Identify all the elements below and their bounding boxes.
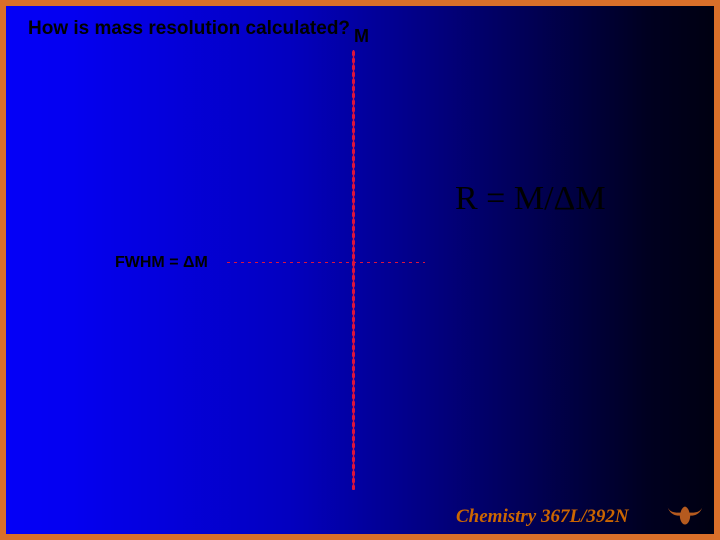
fwhm-label: FWHM = ΔM [115, 254, 208, 272]
slide-root: How is mass resolution calculated? M R =… [0, 0, 720, 540]
m-label: M [354, 26, 369, 47]
fwhm-horizontal-line [225, 261, 425, 264]
longhorn-path [667, 504, 703, 525]
peak-vertical-line [352, 50, 355, 490]
longhorn-icon [666, 500, 704, 526]
resolution-formula: R = M/ΔM [455, 180, 606, 218]
course-footer: Chemistry 367L/392N [456, 506, 629, 528]
slide-border [0, 0, 720, 540]
slide-title: How is mass resolution calculated? [28, 18, 350, 40]
